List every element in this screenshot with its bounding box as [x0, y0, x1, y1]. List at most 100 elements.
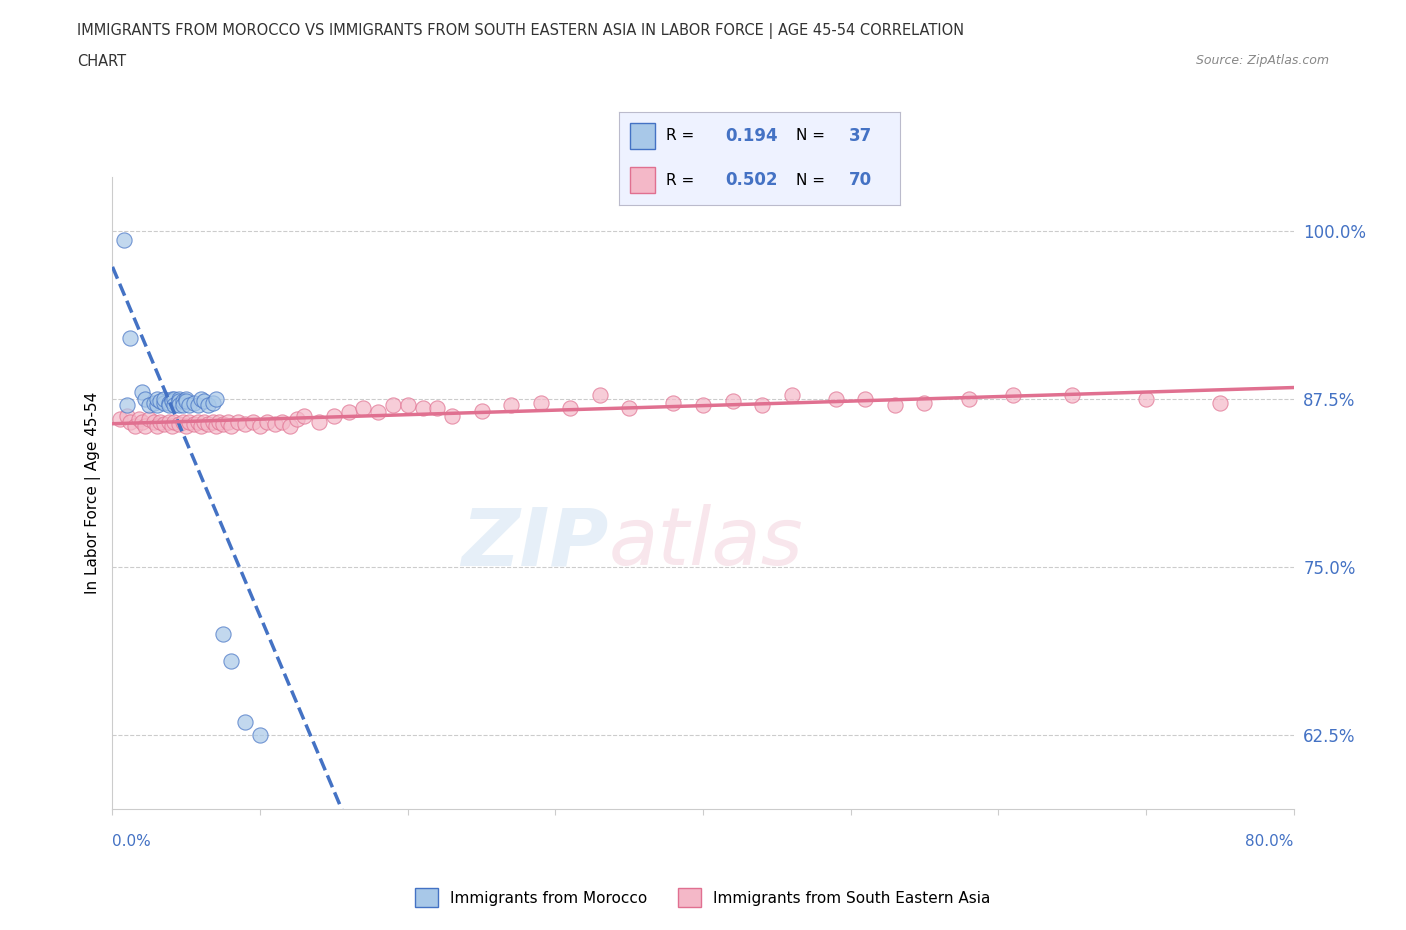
Point	[619, 401, 641, 416]
Text: N =: N =	[796, 173, 830, 188]
Point	[558, 401, 582, 416]
Point	[914, 395, 936, 410]
Point	[226, 414, 249, 429]
Point	[153, 392, 176, 406]
Point	[278, 418, 301, 433]
Text: R =: R =	[666, 128, 700, 143]
Text: R =: R =	[666, 173, 700, 188]
Text: 0.0%: 0.0%	[112, 834, 152, 849]
Y-axis label: In Labor Force | Age 45-54: In Labor Force | Age 45-54	[86, 392, 101, 594]
Point	[1135, 392, 1157, 406]
Point	[1062, 387, 1084, 402]
Point	[146, 398, 169, 413]
Point	[167, 398, 190, 413]
Point	[957, 392, 980, 406]
Point	[751, 398, 773, 413]
Point	[501, 398, 523, 413]
Point	[337, 405, 360, 419]
Point	[721, 394, 744, 409]
Point	[149, 414, 172, 429]
Point	[824, 392, 846, 406]
Point	[193, 414, 215, 429]
Point	[884, 398, 907, 413]
Point	[190, 392, 212, 406]
Point	[124, 418, 146, 433]
Point	[396, 398, 419, 413]
Point	[179, 398, 201, 413]
Point	[323, 409, 346, 424]
Point	[157, 414, 180, 429]
Point	[187, 398, 209, 413]
Point	[142, 395, 165, 410]
Point	[382, 398, 405, 413]
Point	[426, 401, 449, 416]
Point	[855, 392, 877, 406]
Point	[208, 414, 231, 429]
Point	[131, 384, 153, 399]
Point	[308, 414, 330, 429]
Point	[256, 414, 278, 429]
Point	[157, 395, 180, 410]
Point	[138, 411, 160, 426]
Point	[187, 414, 209, 429]
Point	[249, 727, 271, 742]
Point	[264, 417, 287, 432]
Text: 0.194: 0.194	[725, 126, 778, 145]
Point	[588, 387, 610, 402]
Point	[352, 401, 374, 416]
Text: 70: 70	[849, 171, 872, 190]
Text: ZIP: ZIP	[461, 504, 609, 582]
FancyBboxPatch shape	[630, 167, 655, 193]
Point	[172, 414, 194, 429]
Text: N =: N =	[796, 128, 830, 143]
Point	[197, 417, 219, 432]
Point	[249, 418, 271, 433]
Point	[112, 232, 135, 247]
Point	[205, 418, 228, 433]
Point	[441, 409, 464, 424]
Point	[172, 398, 194, 413]
Point	[411, 401, 433, 416]
Point	[142, 414, 165, 429]
Point	[163, 414, 186, 429]
Text: Source: ZipAtlas.com: Source: ZipAtlas.com	[1195, 54, 1329, 67]
Point	[470, 404, 494, 418]
Point	[153, 395, 176, 410]
Point	[662, 395, 685, 410]
Point	[1001, 387, 1024, 402]
Point	[146, 392, 169, 406]
Point	[149, 394, 172, 409]
Point	[212, 627, 235, 642]
Point	[205, 392, 228, 406]
Point	[179, 414, 201, 429]
Point	[197, 398, 219, 413]
Point	[183, 417, 205, 432]
Point	[120, 331, 142, 346]
Point	[201, 395, 224, 410]
Point	[219, 654, 242, 669]
Point	[157, 398, 180, 413]
Point	[146, 418, 169, 433]
Point	[242, 414, 264, 429]
Point	[160, 394, 183, 409]
Point	[174, 392, 197, 406]
Text: 80.0%: 80.0%	[1246, 834, 1294, 849]
Text: atlas: atlas	[609, 504, 803, 582]
Point	[108, 411, 131, 426]
Point	[529, 395, 551, 410]
Legend: Immigrants from Morocco, Immigrants from South Eastern Asia: Immigrants from Morocco, Immigrants from…	[409, 883, 997, 913]
Point	[172, 394, 194, 409]
Point	[285, 411, 308, 426]
Point	[271, 414, 294, 429]
Point	[219, 418, 242, 433]
Point	[692, 398, 714, 413]
Point	[163, 398, 186, 413]
Text: 0.502: 0.502	[725, 171, 778, 190]
Point	[292, 409, 315, 424]
Point	[1208, 395, 1232, 410]
Point	[193, 394, 215, 409]
Point	[167, 392, 190, 406]
Point	[134, 392, 156, 406]
Point	[138, 398, 160, 413]
Point	[120, 414, 142, 429]
